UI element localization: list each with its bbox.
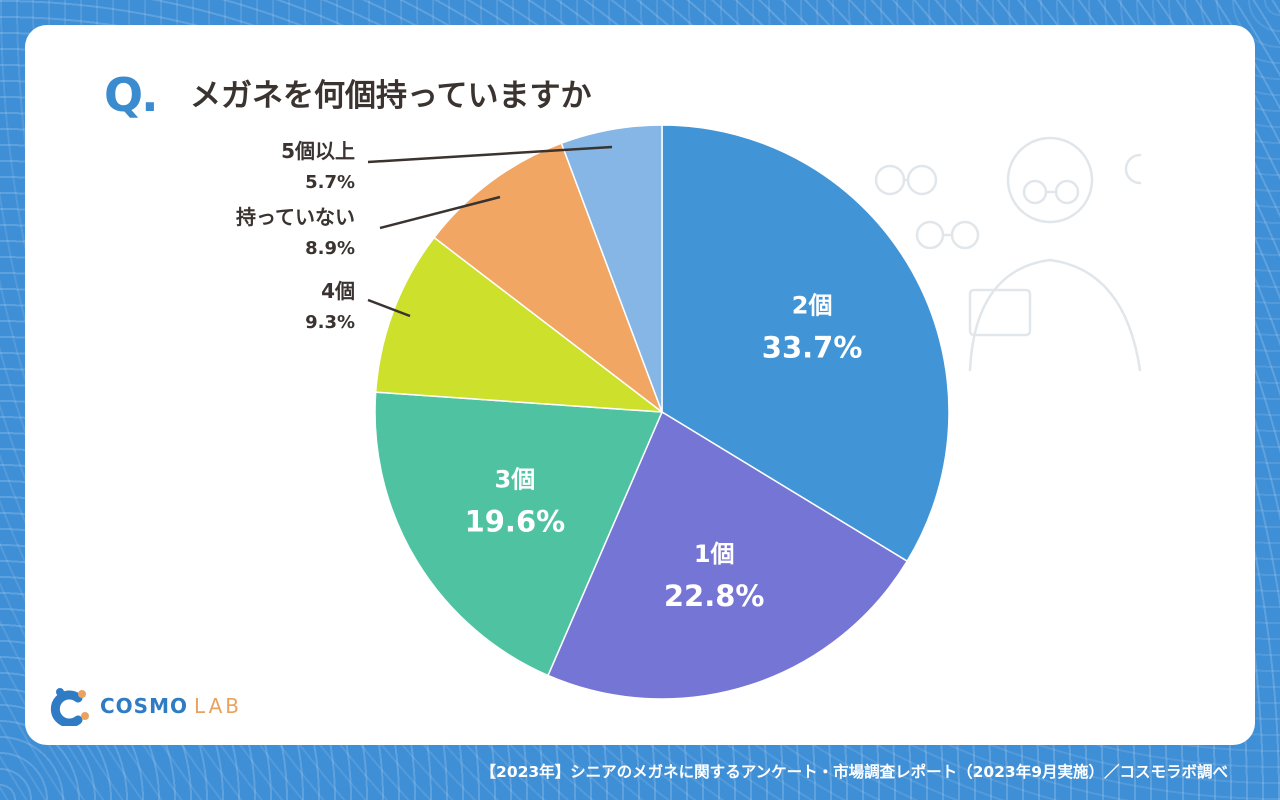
cosmo-lab-logo: COSMO LAB [48, 686, 242, 726]
leader-line-4 [379, 195, 501, 230]
senior-reading-illustration [874, 136, 1142, 372]
pie-slice-1 [547, 410, 909, 700]
source-footnote: 【2023年】シニアのメガネに関するアンケート・市場調査レポート（2023年9月… [480, 763, 1228, 781]
slice-label-3: 4個 [321, 279, 355, 303]
logo-mark-icon [50, 688, 89, 726]
slice-value-4: 8.9% [305, 238, 355, 259]
leader-line-5 [367, 145, 613, 164]
slice-label-0: 2個 [792, 292, 833, 320]
pie-slice-4 [433, 142, 664, 415]
slice-value-3: 9.3% [305, 312, 355, 333]
pie-slice-0 [661, 124, 950, 563]
slice-value-1: 22.8% [664, 579, 765, 613]
slice-label-4: 持っていない [236, 205, 355, 229]
slice-label-5: 5個以上 [281, 139, 355, 163]
slice-label-2: 3個 [495, 466, 536, 494]
slice-value-0: 33.7% [762, 331, 863, 365]
slice-value-2: 19.6% [465, 505, 566, 539]
logo-name: COSMO [100, 694, 188, 718]
pie-slice-5 [560, 124, 663, 413]
slice-label-1: 1個 [694, 540, 735, 568]
logo-suffix: LAB [194, 694, 243, 718]
chart-title: メガネを何個持っていますか [190, 78, 592, 114]
leader-line-3 [367, 298, 411, 318]
slice-value-5: 5.7% [305, 172, 355, 193]
pie-slice-2 [374, 391, 664, 677]
question-mark-label: Q. [104, 68, 159, 122]
